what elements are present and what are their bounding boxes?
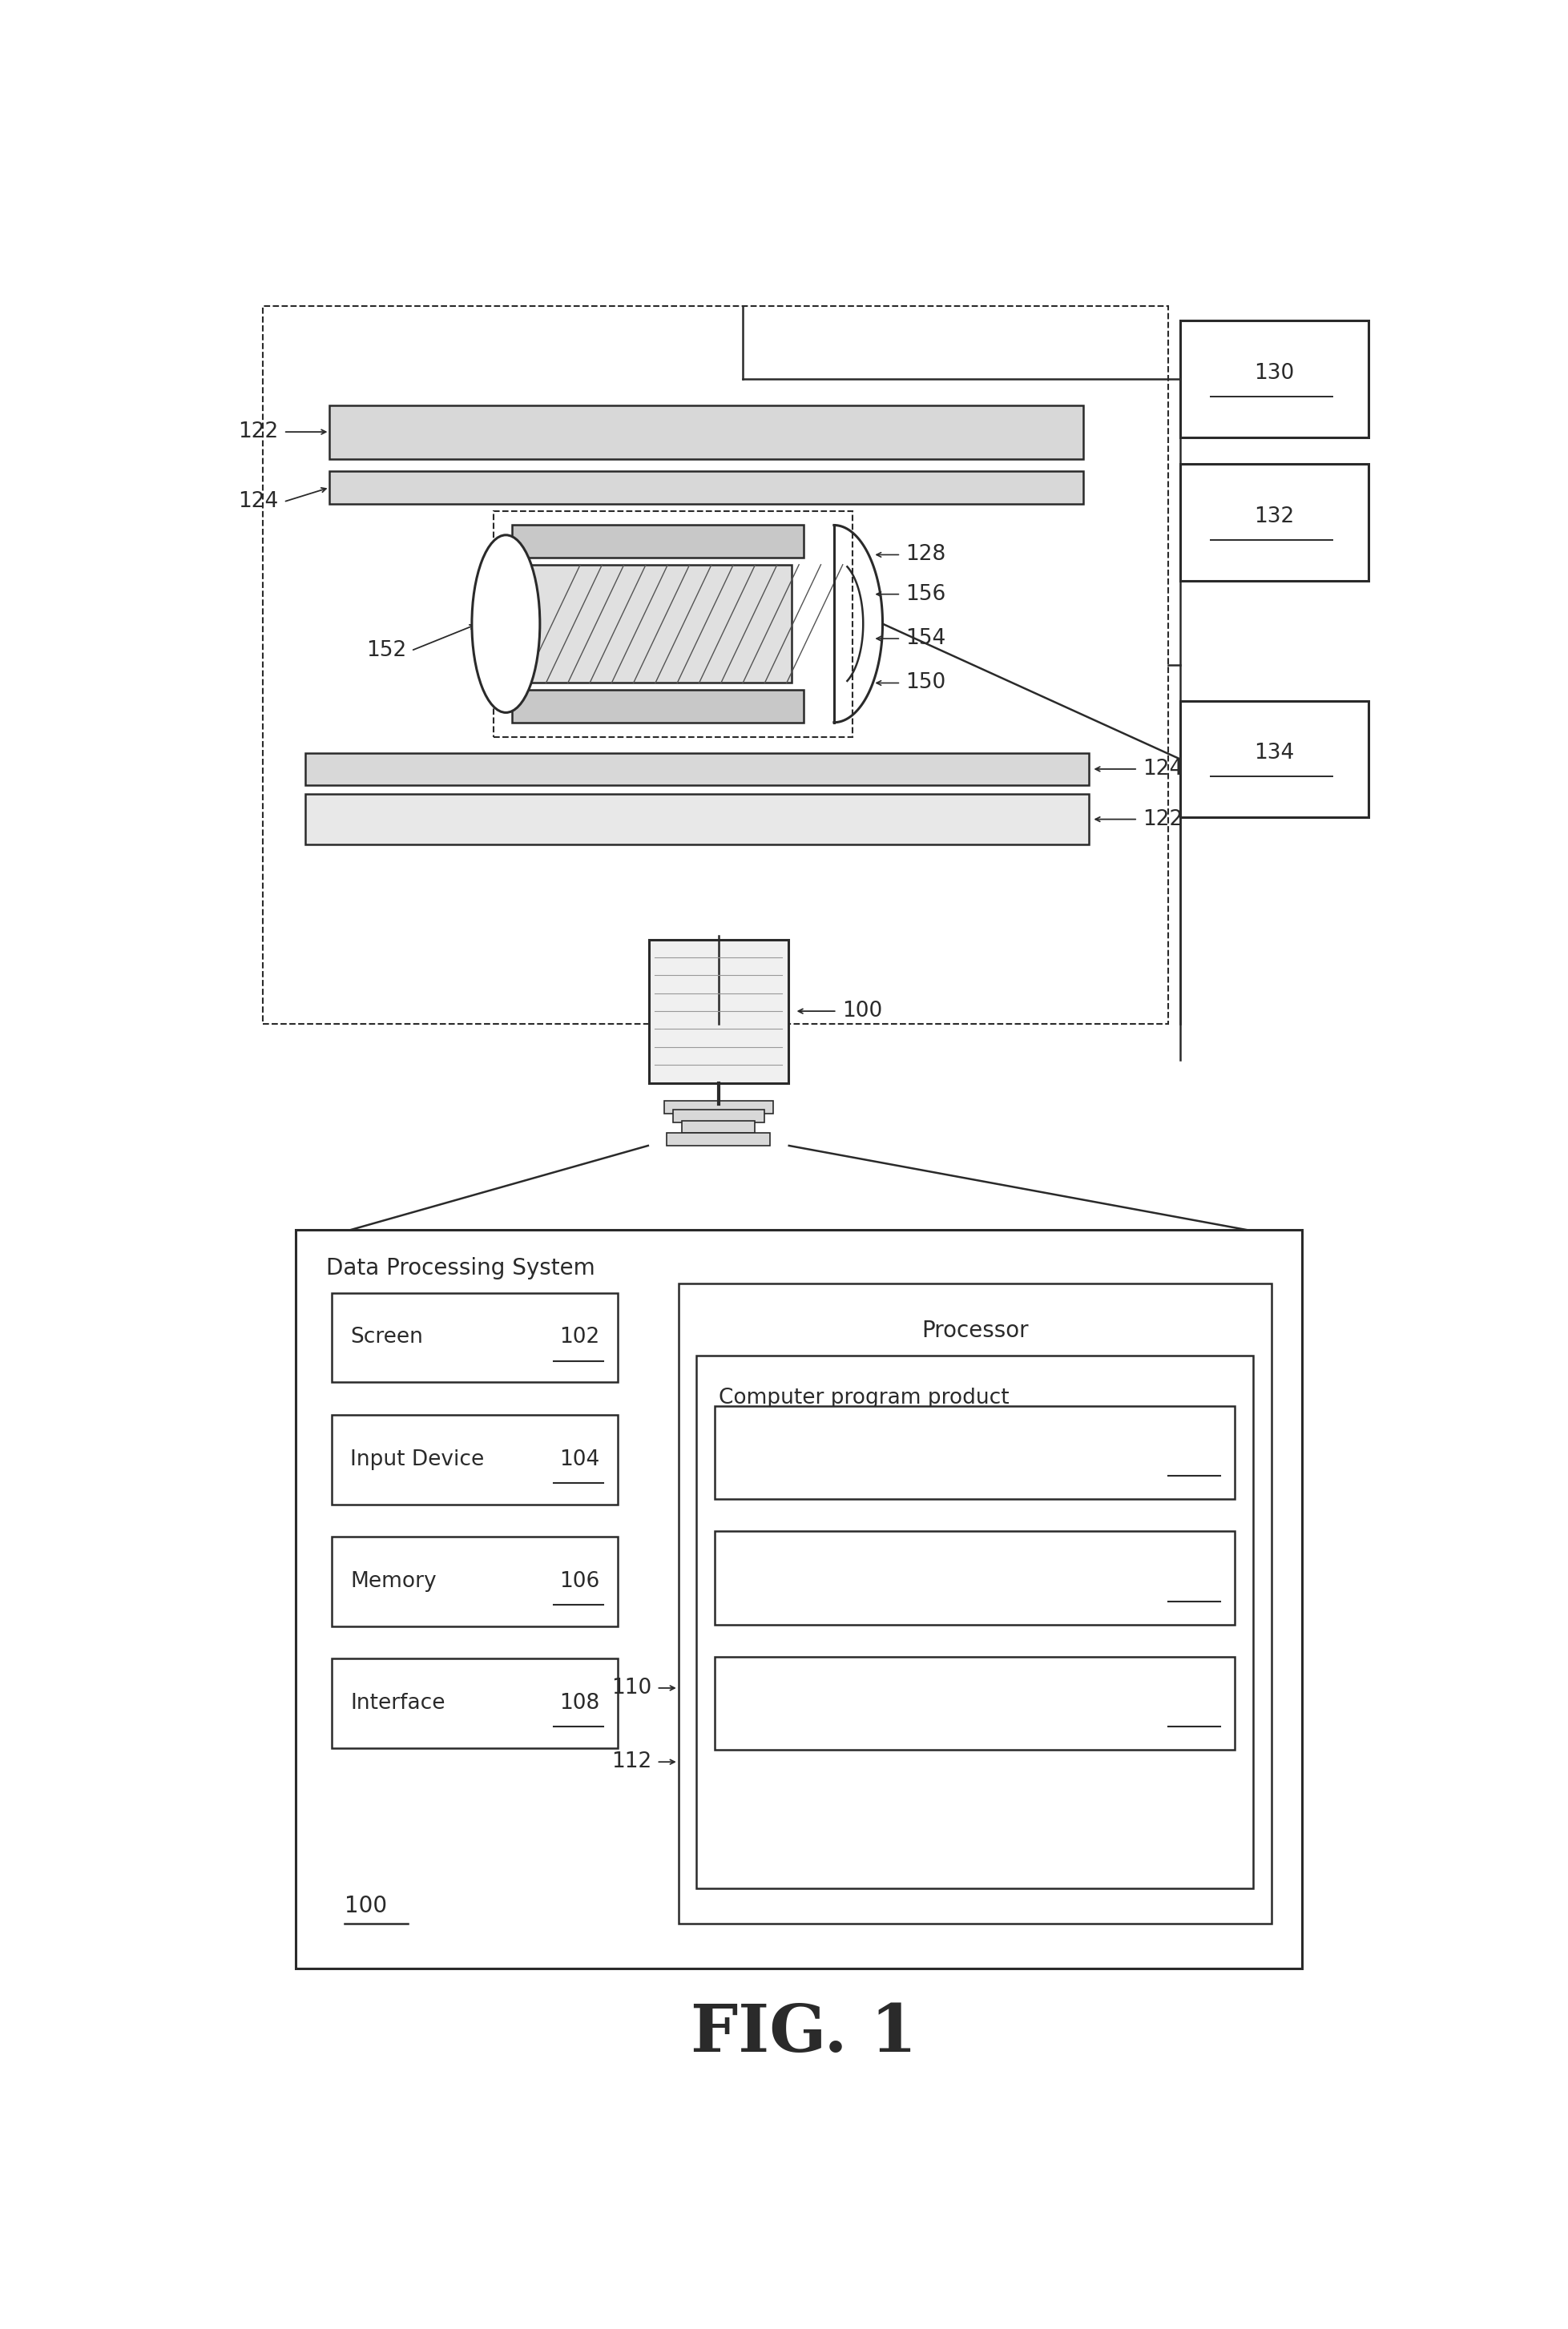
Text: 154: 154 (906, 629, 946, 650)
Text: 152: 152 (365, 640, 406, 661)
Bar (513, 524, 804, 557)
Text: 100: 100 (345, 1896, 387, 1917)
Bar (494, 510, 853, 736)
Bar (329, 405, 1083, 459)
Text: 122: 122 (238, 422, 279, 443)
Text: Interface: Interface (350, 1693, 445, 1714)
Text: 100: 100 (842, 1001, 883, 1022)
Bar (332, 1293, 618, 1383)
Bar (715, 1656, 1236, 1749)
Text: Data Processing System: Data Processing System (326, 1258, 594, 1279)
Text: 150: 150 (906, 673, 946, 694)
Bar (663, 1102, 773, 1113)
Text: 156: 156 (906, 585, 946, 606)
Text: Processor: Processor (922, 1321, 1029, 1342)
Bar (263, 307, 1168, 1025)
Text: 124: 124 (238, 491, 279, 512)
Bar (332, 1414, 618, 1505)
Text: 130: 130 (1254, 363, 1295, 384)
Bar (1181, 321, 1369, 438)
Bar (296, 1230, 1301, 1968)
Bar (332, 1658, 618, 1749)
Text: Memory: Memory (350, 1572, 436, 1591)
Text: 102: 102 (560, 1328, 599, 1348)
Text: 114: 114 (1176, 1442, 1217, 1463)
Text: 120: 120 (1176, 1693, 1217, 1714)
Text: 128: 128 (906, 545, 946, 566)
Ellipse shape (472, 536, 539, 713)
Text: FIG. 1: FIG. 1 (690, 2001, 917, 2066)
Bar (332, 1537, 618, 1626)
Bar (513, 689, 804, 722)
Bar (679, 1283, 1272, 1924)
Bar (1181, 463, 1369, 580)
Text: Data Analysis: Data Analysis (737, 1567, 881, 1588)
Bar (666, 1134, 770, 1146)
Bar (715, 1530, 1236, 1626)
Text: 132: 132 (1254, 505, 1295, 526)
Text: 112: 112 (612, 1751, 652, 1772)
Text: Screen: Screen (350, 1328, 423, 1348)
Text: 122: 122 (1143, 808, 1182, 829)
Bar (715, 1407, 1236, 1500)
Bar (329, 470, 1083, 503)
Text: 116: 116 (1176, 1567, 1217, 1588)
Text: 104: 104 (560, 1449, 599, 1470)
Text: 124: 124 (1143, 759, 1182, 780)
Bar (524, 564, 792, 682)
Text: 110: 110 (612, 1677, 652, 1698)
Bar (1181, 701, 1369, 817)
Text: Computer program product: Computer program product (718, 1388, 1010, 1409)
Text: Modules: Modules (737, 1693, 825, 1714)
Text: Data Acquisition: Data Acquisition (737, 1442, 909, 1463)
Text: Input Device: Input Device (350, 1449, 485, 1470)
Text: 108: 108 (560, 1693, 599, 1714)
Bar (649, 939, 789, 1083)
Bar (306, 794, 1090, 845)
Bar (306, 752, 1090, 785)
Text: 106: 106 (560, 1572, 599, 1591)
Text: 134: 134 (1254, 743, 1295, 764)
Bar (696, 1355, 1253, 1889)
Bar (673, 1111, 764, 1123)
Bar (682, 1120, 756, 1134)
